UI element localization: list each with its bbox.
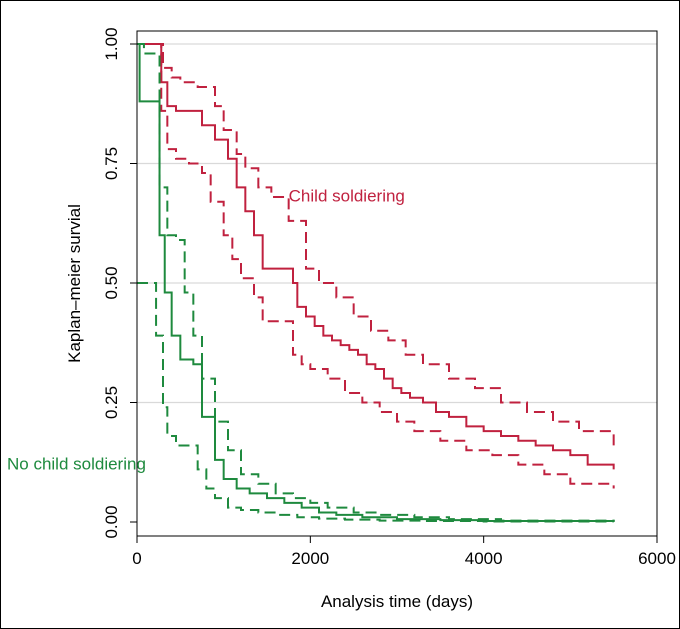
x-tick-label-2: 4000 xyxy=(465,549,503,568)
y-tick-label-2: 0.50 xyxy=(102,266,121,299)
x-tick-label-3: 6000 xyxy=(638,549,676,568)
series-no-child-dashed-5 xyxy=(137,282,615,523)
y-tick-label-1: 0.25 xyxy=(102,386,121,419)
series-no-child-solid-3 xyxy=(137,43,615,523)
grid-lines xyxy=(137,43,657,404)
x-tick-label-0: 0 xyxy=(132,549,141,568)
series-child-dashed-1 xyxy=(137,43,615,451)
series-child-solid-0 xyxy=(137,43,615,470)
annotation-no-child-soldiering: No child soldiering xyxy=(7,454,146,473)
y-tick-label-4: 1.00 xyxy=(102,27,121,60)
series-no-child-dashed-4 xyxy=(137,43,615,522)
y-axis-title: Kaplan–meier survial xyxy=(65,204,84,363)
y-tick-label-0: 0.00 xyxy=(102,505,121,538)
y-tick-label-3: 0.75 xyxy=(102,147,121,180)
x-axis-title: Analysis time (days) xyxy=(321,592,473,611)
series-child-dashed-2 xyxy=(137,43,615,489)
annotation-child-soldiering: Child soldiering xyxy=(289,187,405,206)
x-tick-label-1: 2000 xyxy=(291,549,329,568)
tick-layer: 0.00 0.25 0.50 0.75 1.00 0 2000 4000 6000 xyxy=(102,27,676,568)
series-layer xyxy=(137,43,615,523)
